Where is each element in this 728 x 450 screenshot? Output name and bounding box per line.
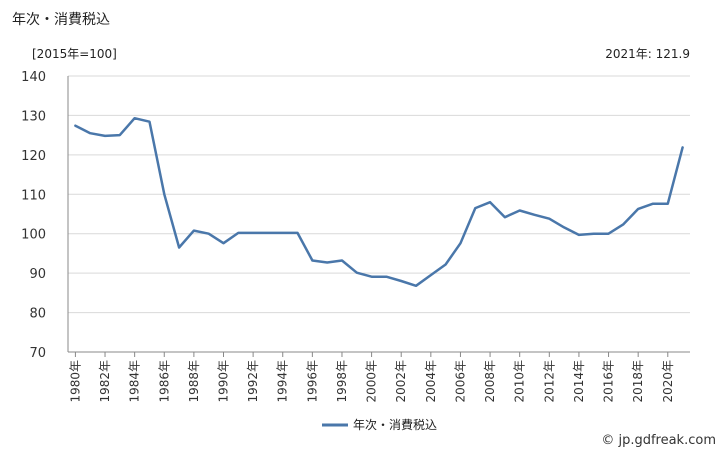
x-tick-label: 1992年 — [246, 360, 260, 403]
x-tick-label: 1984年 — [128, 360, 142, 403]
y-tick-label: 110 — [21, 188, 46, 203]
x-tick-label: 1986年 — [157, 360, 171, 403]
x-tick-label: 1990年 — [217, 360, 231, 403]
x-tick-label: 2008年 — [483, 360, 497, 403]
credit-text: © jp.gdfreak.com — [601, 433, 716, 448]
x-tick-label: 2000年 — [365, 360, 379, 403]
x-tick-label: 1988年 — [187, 360, 201, 403]
y-tick-label: 70 — [29, 346, 46, 361]
x-tick-label: 2004年 — [424, 360, 438, 403]
x-tick-label: 2018年 — [631, 360, 645, 403]
legend-label: 年次・消費税込 — [353, 417, 437, 432]
x-tick-label: 2016年 — [602, 360, 616, 403]
series-layer — [74, 116, 684, 288]
x-tick-label: 2014年 — [572, 360, 586, 403]
y-tick-label: 140 — [21, 70, 46, 85]
x-tick-label: 2010年 — [513, 360, 527, 403]
grid-lines — [68, 75, 690, 314]
y-tick-label: 130 — [21, 109, 46, 124]
x-tick-label: 1980年 — [68, 360, 82, 403]
x-axis-ticks: 1980年 1982年 1984年 1986年 1988年 1990年 1992年 1994年… — [68, 352, 675, 403]
x-tick-label: 1998年 — [335, 360, 349, 403]
x-tick-label: 2002年 — [394, 360, 408, 403]
x-tick-label: 2020年 — [661, 360, 675, 403]
chart-title: 年次・消費税込 — [12, 12, 110, 28]
x-tick-label: 1996年 — [305, 360, 319, 403]
latest-value-note: 2021年: 121.9 — [605, 47, 690, 61]
y-tick-label: 100 — [21, 228, 46, 243]
y-axis-ticks: 70 80 90 100 110 120 130 140 — [21, 70, 46, 361]
x-tick-label: 1994年 — [276, 360, 290, 403]
y-tick-label: 90 — [29, 267, 46, 282]
x-tick-label: 1982年 — [98, 360, 112, 403]
y-tick-label: 80 — [29, 307, 46, 322]
x-tick-label: 2012年 — [542, 360, 556, 403]
y-tick-label: 120 — [21, 149, 46, 164]
unit-label: [2015年=100] — [32, 47, 117, 61]
legend: 年次・消費税込 — [322, 417, 437, 432]
x-tick-label: 2006年 — [453, 360, 467, 403]
series-line-0 — [74, 116, 684, 288]
